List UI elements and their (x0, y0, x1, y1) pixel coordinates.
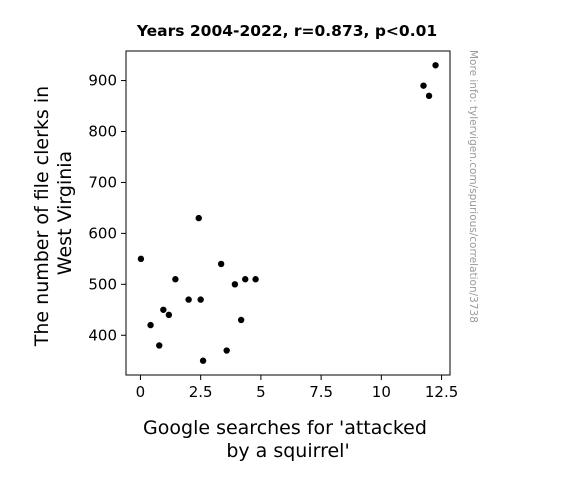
x-axis-ticks: 0 2.5 5 7.5 10 12.5 (136, 375, 458, 401)
x-axis-label-line-1: Google searches for 'attacked (143, 417, 427, 439)
x-axis-label-line-2: by a squirrel' (226, 440, 349, 462)
x-tick-label: 5 (256, 383, 266, 401)
y-axis-ticks: 400 500 600 700 800 900 (88, 72, 126, 344)
x-tick-label: 12.5 (425, 383, 458, 401)
data-point (217, 260, 225, 268)
data-point (252, 276, 259, 283)
data-point (432, 62, 439, 69)
y-axis-label-line-2: West Virginia (54, 151, 76, 275)
y-tick-label: 600 (88, 224, 117, 242)
data-point (425, 92, 433, 100)
y-axis-label-line-1: The number of file clerks in (31, 86, 53, 347)
data-point (420, 82, 427, 89)
data-point (185, 296, 192, 303)
plot-area (125, 50, 451, 376)
watermark-text: More info: tylervigen.com/spurious/corre… (467, 50, 479, 323)
y-tick-label: 700 (88, 173, 117, 191)
y-tick-label: 800 (88, 122, 117, 140)
x-tick-label: 2.5 (189, 383, 213, 401)
data-point (172, 276, 179, 283)
data-point (237, 316, 245, 324)
x-tick-label: 0 (136, 383, 146, 401)
data-point (156, 342, 163, 349)
x-tick-label: 10 (372, 383, 391, 401)
data-points (137, 62, 439, 364)
y-tick-label: 400 (88, 326, 117, 344)
data-point (195, 214, 202, 222)
data-point (137, 255, 145, 263)
y-tick-label: 500 (88, 275, 117, 293)
data-point (165, 311, 173, 319)
data-point (231, 281, 239, 288)
data-point (197, 296, 204, 303)
data-point (242, 276, 249, 283)
y-axis-label: The number of file clerks in West Virgin… (31, 80, 76, 347)
data-point (199, 357, 207, 364)
x-axis-label: Google searches for 'attacked by a squir… (143, 417, 433, 462)
data-point (147, 321, 154, 329)
y-tick-label: 900 (88, 72, 117, 90)
data-point (223, 347, 230, 354)
x-tick-label: 7.5 (309, 383, 333, 401)
chart-title: Years 2004-2022, r=0.873, p<0.01 (136, 22, 437, 40)
data-point (160, 306, 167, 313)
